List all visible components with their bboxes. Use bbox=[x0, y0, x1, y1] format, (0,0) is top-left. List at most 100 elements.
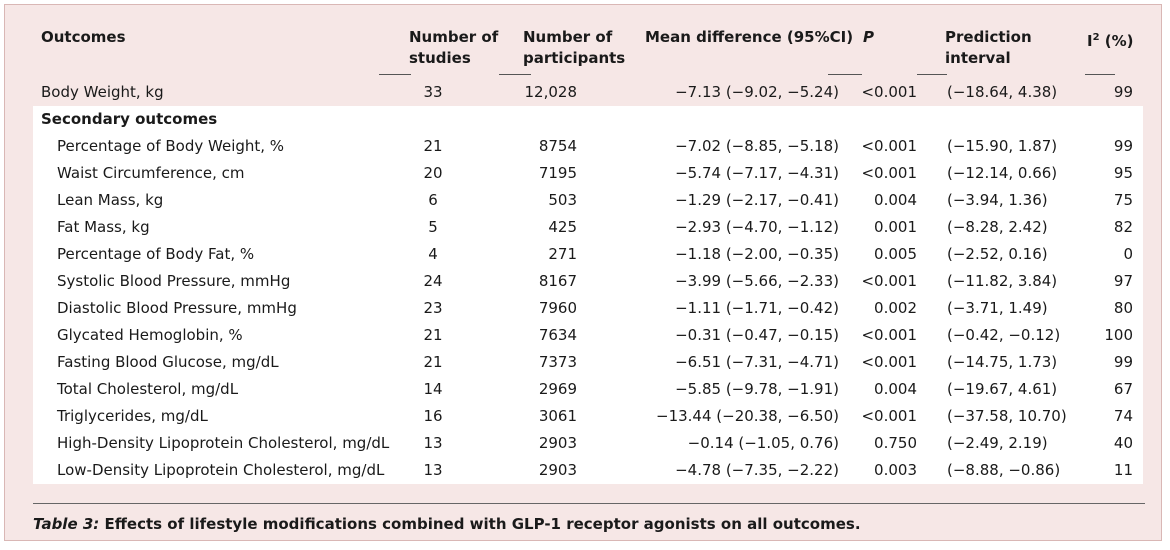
cell-participants: 7373 bbox=[538, 353, 577, 371]
caption-text: Effects of lifestyle modifications combi… bbox=[99, 515, 861, 533]
cell-mean-difference: −4.78 (−7.35, −2.22) bbox=[675, 461, 839, 479]
header-mean-difference: Mean difference (95%CI) bbox=[645, 28, 854, 46]
header-rule bbox=[917, 74, 947, 75]
section-heading-row: Secondary outcomes bbox=[33, 106, 1143, 133]
cell-p: 0.005 bbox=[874, 245, 917, 263]
cell-studies: 13 bbox=[423, 461, 443, 479]
cell-outcome: Body Weight, kg bbox=[41, 83, 164, 101]
cell-outcome: Triglycerides, mg/dL bbox=[57, 407, 208, 425]
cell-outcome: Percentage of Body Fat, % bbox=[57, 245, 255, 263]
table-row: Percentage of Body Fat, % 4 271 −1.18 (−2.0… bbox=[33, 241, 1143, 268]
table-row: Low-Density Lipoprotein Cholesterol, mg/… bbox=[33, 457, 1143, 484]
cell-mean-difference: −1.11 (−1.71, −0.42) bbox=[675, 299, 839, 317]
cell-participants: 425 bbox=[548, 218, 577, 236]
cell-participants: 8754 bbox=[538, 137, 577, 155]
cell-i2: 74 bbox=[1113, 407, 1133, 425]
header-rule bbox=[1085, 74, 1115, 75]
cell-studies: 20 bbox=[423, 164, 443, 182]
table-row: Fat Mass, kg 5 425 −2.93 (−4.70, −1.12) 0.00… bbox=[33, 214, 1143, 241]
cell-outcome: High-Density Lipoprotein Cholesterol, mg… bbox=[57, 434, 390, 452]
cell-p: 0.750 bbox=[874, 434, 917, 452]
cell-mean-difference: −7.13 (−9.02, −5.24) bbox=[675, 83, 839, 101]
header-rule bbox=[379, 74, 411, 75]
cell-i2: 80 bbox=[1113, 299, 1133, 317]
cell-p: 0.002 bbox=[874, 299, 917, 317]
cell-i2: 99 bbox=[1113, 137, 1133, 155]
caption-divider bbox=[33, 503, 1145, 504]
table-row: Waist Circumference, cm 20 7195 −5.74 (−7.1… bbox=[33, 160, 1143, 187]
cell-studies: 21 bbox=[423, 353, 443, 371]
table-row: Glycated Hemoglobin, % 21 7634 −0.31 (−0.47… bbox=[33, 322, 1143, 349]
cell-participants: 2903 bbox=[538, 434, 577, 452]
table-row: Systolic Blood Pressure, mmHg 24 8167 −3.99… bbox=[33, 268, 1143, 295]
header-rule bbox=[499, 74, 531, 75]
cell-prediction-interval: (−18.64, 4.38) bbox=[947, 83, 1058, 101]
table-row: High-Density Lipoprotein Cholesterol, mg… bbox=[33, 430, 1143, 457]
cell-outcome: Waist Circumference, cm bbox=[57, 164, 245, 182]
cell-p: 0.004 bbox=[874, 380, 917, 398]
cell-p: <0.001 bbox=[861, 326, 917, 344]
cell-mean-difference: −0.14 (−1.05, 0.76) bbox=[687, 434, 839, 452]
cell-participants: 7634 bbox=[538, 326, 577, 344]
cell-mean-difference: −2.93 (−4.70, −1.12) bbox=[675, 218, 839, 236]
header-p: P bbox=[863, 28, 874, 46]
cell-prediction-interval: (−19.67, 4.61) bbox=[947, 380, 1058, 398]
cell-participants: 2903 bbox=[538, 461, 577, 479]
caption-label: Table 3: bbox=[33, 515, 100, 533]
cell-i2: 97 bbox=[1113, 272, 1133, 290]
cell-i2: 40 bbox=[1113, 434, 1133, 452]
cell-outcome: Diastolic Blood Pressure, mmHg bbox=[57, 299, 297, 317]
cell-studies: 4 bbox=[428, 245, 438, 263]
header-i2: I2 (%) bbox=[1087, 32, 1134, 50]
cell-studies: 33 bbox=[423, 83, 443, 101]
table-row: Diastolic Blood Pressure, mmHg 23 7960 −1.1… bbox=[33, 295, 1143, 322]
cell-p: <0.001 bbox=[861, 407, 917, 425]
table-row-primary: Body Weight, kg 33 12,028 −7.13 (−9.02, … bbox=[33, 79, 1143, 106]
cell-i2: 99 bbox=[1113, 83, 1133, 101]
table-row: Fasting Blood Glucose, mg/dL 21 7373 −6.51 … bbox=[33, 349, 1143, 376]
cell-i2: 11 bbox=[1113, 461, 1133, 479]
cell-studies: 14 bbox=[423, 380, 443, 398]
cell-prediction-interval: (−8.28, 2.42) bbox=[947, 218, 1048, 236]
cell-mean-difference: −0.31 (−0.47, −0.15) bbox=[675, 326, 839, 344]
cell-studies: 6 bbox=[428, 191, 438, 209]
cell-participants: 12,028 bbox=[524, 83, 578, 101]
cell-studies: 21 bbox=[423, 326, 443, 344]
cell-participants: 7960 bbox=[538, 299, 577, 317]
cell-p: <0.001 bbox=[861, 137, 917, 155]
cell-participants: 8167 bbox=[538, 272, 577, 290]
cell-prediction-interval: (−3.71, 1.49) bbox=[947, 299, 1048, 317]
table-row: Percentage of Body Weight, % 21 8754 −7.02 … bbox=[33, 133, 1143, 160]
cell-mean-difference: −1.18 (−2.00, −0.35) bbox=[675, 245, 839, 263]
cell-participants: 3061 bbox=[538, 407, 577, 425]
cell-outcome: Systolic Blood Pressure, mmHg bbox=[57, 272, 291, 290]
cell-i2: 95 bbox=[1113, 164, 1133, 182]
cell-mean-difference: −6.51 (−7.31, −4.71) bbox=[675, 353, 839, 371]
cell-studies: 16 bbox=[423, 407, 443, 425]
cell-participants: 7195 bbox=[538, 164, 577, 182]
cell-participants: 2969 bbox=[538, 380, 577, 398]
cell-studies: 13 bbox=[423, 434, 443, 452]
cell-i2: 75 bbox=[1113, 191, 1133, 209]
table-caption: Table 3: Effects of lifestyle modificati… bbox=[33, 515, 861, 533]
header-prediction-interval: Prediction interval bbox=[945, 28, 1032, 67]
cell-prediction-interval: (−15.90, 1.87) bbox=[947, 137, 1058, 155]
cell-mean-difference: −7.02 (−8.85, −5.18) bbox=[675, 137, 839, 155]
cell-p: 0.001 bbox=[874, 218, 917, 236]
header-participants: Number of participants bbox=[523, 28, 626, 67]
cell-prediction-interval: (−2.49, 2.19) bbox=[947, 434, 1048, 452]
cell-prediction-interval: (−8.88, −0.86) bbox=[947, 461, 1061, 479]
cell-p: 0.003 bbox=[874, 461, 917, 479]
cell-mean-difference: −13.44 (−20.38, −6.50) bbox=[656, 407, 839, 425]
cell-p: <0.001 bbox=[861, 164, 917, 182]
cell-participants: 271 bbox=[548, 245, 577, 263]
table-row: Triglycerides, mg/dL 16 3061 −13.44 (−20.38… bbox=[33, 403, 1143, 430]
cell-i2: 67 bbox=[1113, 380, 1133, 398]
cell-mean-difference: −1.29 (−2.17, −0.41) bbox=[675, 191, 839, 209]
cell-prediction-interval: (−12.14, 0.66) bbox=[947, 164, 1058, 182]
table-row: Lean Mass, kg 6 503 −1.29 (−2.17, −0.41) 0.0… bbox=[33, 187, 1143, 214]
cell-participants: 503 bbox=[548, 191, 577, 209]
cell-studies: 24 bbox=[423, 272, 443, 290]
cell-i2: 100 bbox=[1104, 326, 1133, 344]
cell-p: 0.004 bbox=[874, 191, 917, 209]
